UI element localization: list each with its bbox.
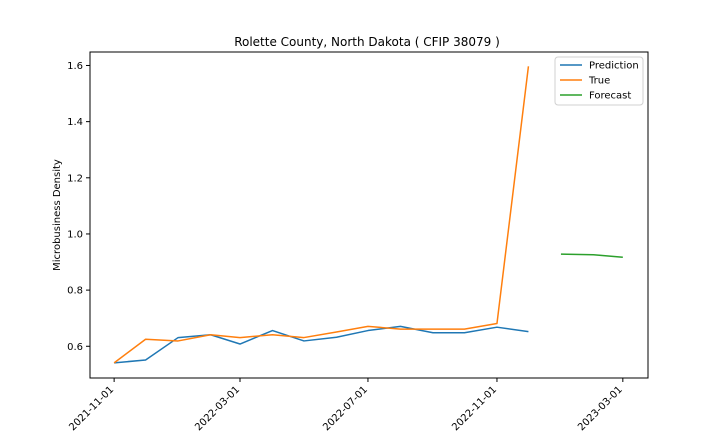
x-tick-label: 2022-11-01 bbox=[450, 384, 499, 432]
series-lines bbox=[113, 66, 623, 364]
y-tick-label: 1.2 bbox=[67, 173, 83, 184]
y-axis-label: Microbusiness Density bbox=[52, 159, 63, 271]
chart-title: Rolette County, North Dakota ( CFIP 3807… bbox=[234, 35, 500, 49]
y-tick-label: 0.8 bbox=[67, 286, 83, 297]
series-line-true bbox=[113, 66, 530, 364]
legend-label-prediction: Prediction bbox=[589, 61, 639, 72]
plot-area: 2021-11-01 2022-03-01 2022-07-01 2022-11-01… bbox=[67, 51, 649, 432]
y-tick-label: 1.0 bbox=[67, 229, 83, 240]
plot-frame bbox=[89, 51, 649, 379]
y-tick-label: 1.6 bbox=[67, 61, 83, 72]
x-tick-label: 2021-11-01 bbox=[67, 384, 116, 432]
legend-label-true: True bbox=[588, 76, 610, 87]
y-axis-ticks: 0.6 0.8 1.0 1.2 1.4 1.6 bbox=[67, 61, 90, 353]
legend-label-forecast: Forecast bbox=[589, 91, 631, 102]
y-tick-label: 0.6 bbox=[67, 342, 83, 353]
y-tick-label: 1.4 bbox=[67, 117, 83, 128]
legend-box bbox=[554, 56, 644, 106]
legend: Prediction True Forecast bbox=[554, 56, 644, 106]
x-tick-label: 2023-03-01 bbox=[576, 384, 625, 432]
series-line-forecast bbox=[560, 253, 623, 259]
series-line-prediction bbox=[114, 325, 529, 364]
x-tick-label: 2022-03-01 bbox=[193, 384, 242, 432]
x-tick-label: 2022-07-01 bbox=[321, 384, 370, 432]
x-axis-ticks: 2021-11-01 2022-03-01 2022-07-01 2022-11-01… bbox=[67, 378, 625, 432]
